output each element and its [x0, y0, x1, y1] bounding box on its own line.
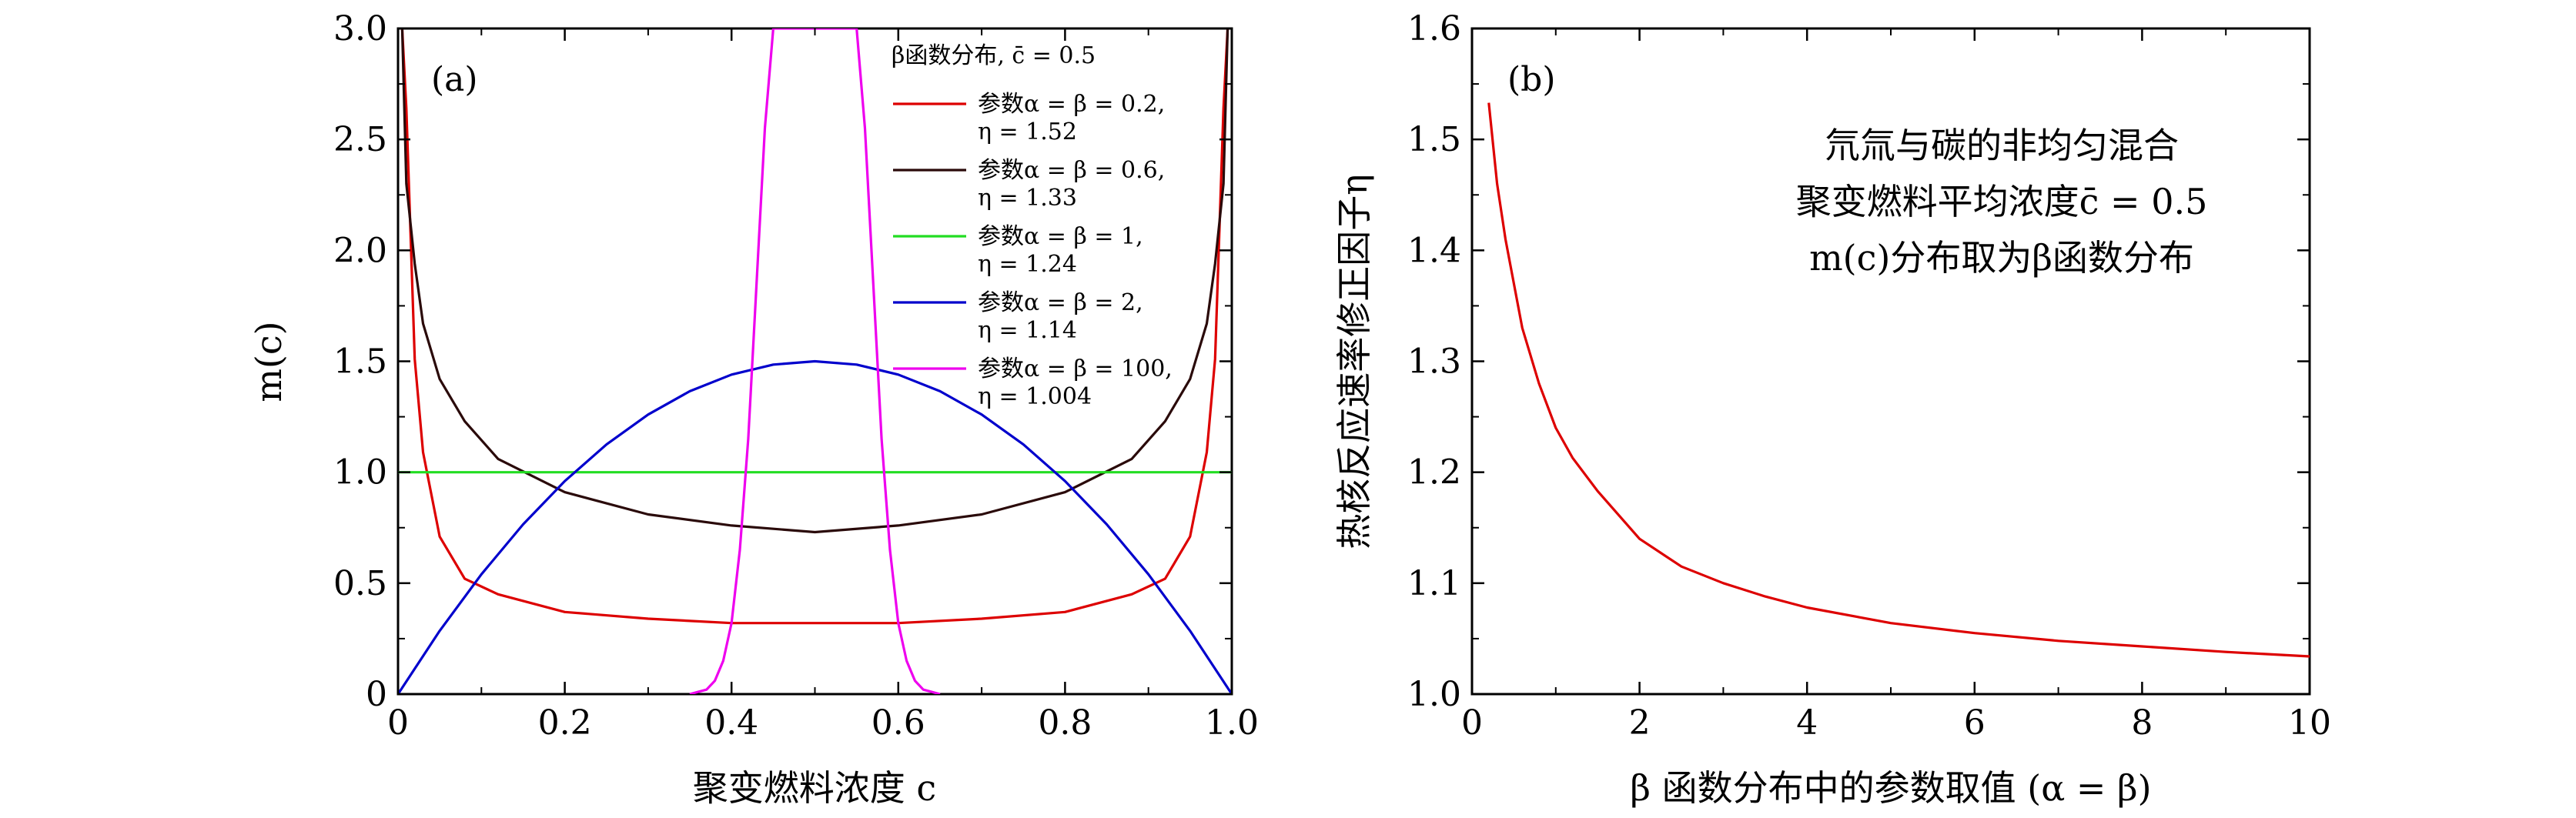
panel-a-legend: β函数分布, c̄ = 0.5 参数α = β = 0.2,η = 1.52 参数… — [892, 42, 1173, 410]
panel-a-x-tick-label: 0.6 — [871, 703, 925, 743]
panel-a-x-axis-label: 聚变燃料浓度 c — [693, 767, 936, 809]
legend-entry-3-eta: η = 1.24 — [978, 251, 1077, 278]
legend-entry-4: 参数α = β = 2, — [978, 289, 1143, 316]
panel-a-y-tick-label: 0 — [366, 675, 387, 714]
panel-b-y-tick-label: 1.5 — [1407, 120, 1461, 159]
legend-entry-1-eta: η = 1.52 — [978, 119, 1077, 145]
panel-a-series-line-4 — [398, 359, 1232, 694]
panel-b-y-tick-label: 1.4 — [1407, 231, 1461, 270]
panel-b-x-tick-label: 2 — [1629, 703, 1651, 743]
panel-a-x-tick-label: 0.4 — [704, 703, 758, 743]
panel-b-x-tick-label: 0 — [1461, 703, 1483, 743]
panel-b-x-tick-label: 8 — [2131, 703, 2153, 743]
legend-title: β函数分布, c̄ = 0.5 — [892, 42, 1096, 69]
panel-a-y-tick-label: 1.0 — [333, 453, 387, 492]
panel-b-x-axis-label: β 函数分布中的参数取值 (α = β) — [1630, 767, 2151, 809]
panel-a-label: (a) — [431, 60, 478, 99]
panel-a-y-tick-label: 1.5 — [333, 342, 387, 382]
panel-b-label: (b) — [1507, 60, 1556, 99]
legend-entry-4-eta: η = 1.14 — [978, 317, 1077, 344]
annotation-line-2: 聚变燃料平均浓度c̄ = 0.5 — [1796, 181, 2208, 222]
panel-b-series — [1487, 102, 2310, 658]
panel-a-ticks: 0 0.2 0.4 0.6 0.8 1.0 0 0.5 1.0 1.5 2.0 2.5 3.0 — [333, 9, 1259, 743]
panel-b: 0 2 4 6 8 10 1.0 1.1 1.2 1.3 1.4 1.5 1.6 (b) β 函数分布中… — [1333, 9, 2331, 809]
panel-a-y-tick-label: 0.5 — [333, 564, 387, 603]
panel-a-series-line-2 — [400, 28, 1229, 534]
panel-b-y-tick-label: 1.0 — [1407, 675, 1461, 714]
annotation-line-1: 氘氚与碳的非均匀混合 — [1825, 125, 2179, 166]
panel-b-series-line-1 — [1487, 102, 2310, 658]
panel-a-series-line-1 — [400, 28, 1229, 625]
panel-b-ticks: 0 2 4 6 8 10 1.0 1.1 1.2 1.3 1.4 1.5 1.6 — [1407, 9, 2331, 743]
panel-a-series — [398, 28, 1232, 694]
panel-a: 0 0.2 0.4 0.6 0.8 1.000.51.01.52.02.53.0 (a) … — [248, 9, 1259, 809]
panel-a-series-line-5 — [689, 28, 941, 694]
panel-a-y-axis-label: m(c) — [248, 321, 289, 402]
panel-a-plot-area: 0 0.2 0.4 0.6 0.8 1.0 0 0.5 1.0 1.5 2.0 2.5 3.0 — [333, 9, 1259, 743]
legend-entry-2-eta: η = 1.33 — [978, 185, 1077, 212]
legend-entry-3: 参数α = β = 1, — [978, 223, 1143, 250]
panel-b-annotation: 氘氚与碳的非均匀混合 聚变燃料平均浓度c̄ = 0.5 m(c)分布取为β函数分… — [1796, 125, 2208, 279]
panel-a-y-tick-label: 2.5 — [333, 120, 387, 159]
panel-b-y-tick-label: 1.1 — [1407, 564, 1461, 603]
panel-b-y-tick-label: 1.6 — [1407, 9, 1461, 48]
panel-b-x-tick-label: 6 — [1964, 703, 1986, 743]
panel-b-x-tick-label: 10 — [2288, 703, 2331, 743]
panel-b-y-tick-label: 1.2 — [1407, 453, 1461, 492]
panel-b-y-axis-label: 热核反应速率修正因子η — [1333, 174, 1375, 549]
panel-a-x-tick-label: 0 — [387, 703, 409, 743]
panel-a-x-tick-label: 0.8 — [1038, 703, 1092, 743]
legend-entry-1: 参数α = β = 0.2, — [978, 91, 1165, 118]
annotation-line-3: m(c)分布取为β函数分布 — [1809, 237, 2194, 279]
legend-entry-2: 参数α = β = 0.6, — [978, 157, 1165, 184]
legend-entry-5-eta: η = 1.004 — [978, 383, 1092, 410]
panel-a-x-tick-label: 0.2 — [538, 703, 592, 743]
panel-b-plot-area: 0 2 4 6 8 10 1.0 1.1 1.2 1.3 1.4 1.5 1.6 — [1407, 9, 2331, 743]
legend-entry-5: 参数α = β = 100, — [978, 356, 1173, 382]
panel-b-x-tick-label: 4 — [1796, 703, 1818, 743]
panel-a-y-tick-label: 3.0 — [333, 9, 387, 48]
panel-a-y-tick-label: 2.0 — [333, 231, 387, 270]
panel-b-y-tick-label: 1.3 — [1407, 342, 1461, 382]
panel-a-x-tick-label: 1.0 — [1205, 703, 1259, 743]
